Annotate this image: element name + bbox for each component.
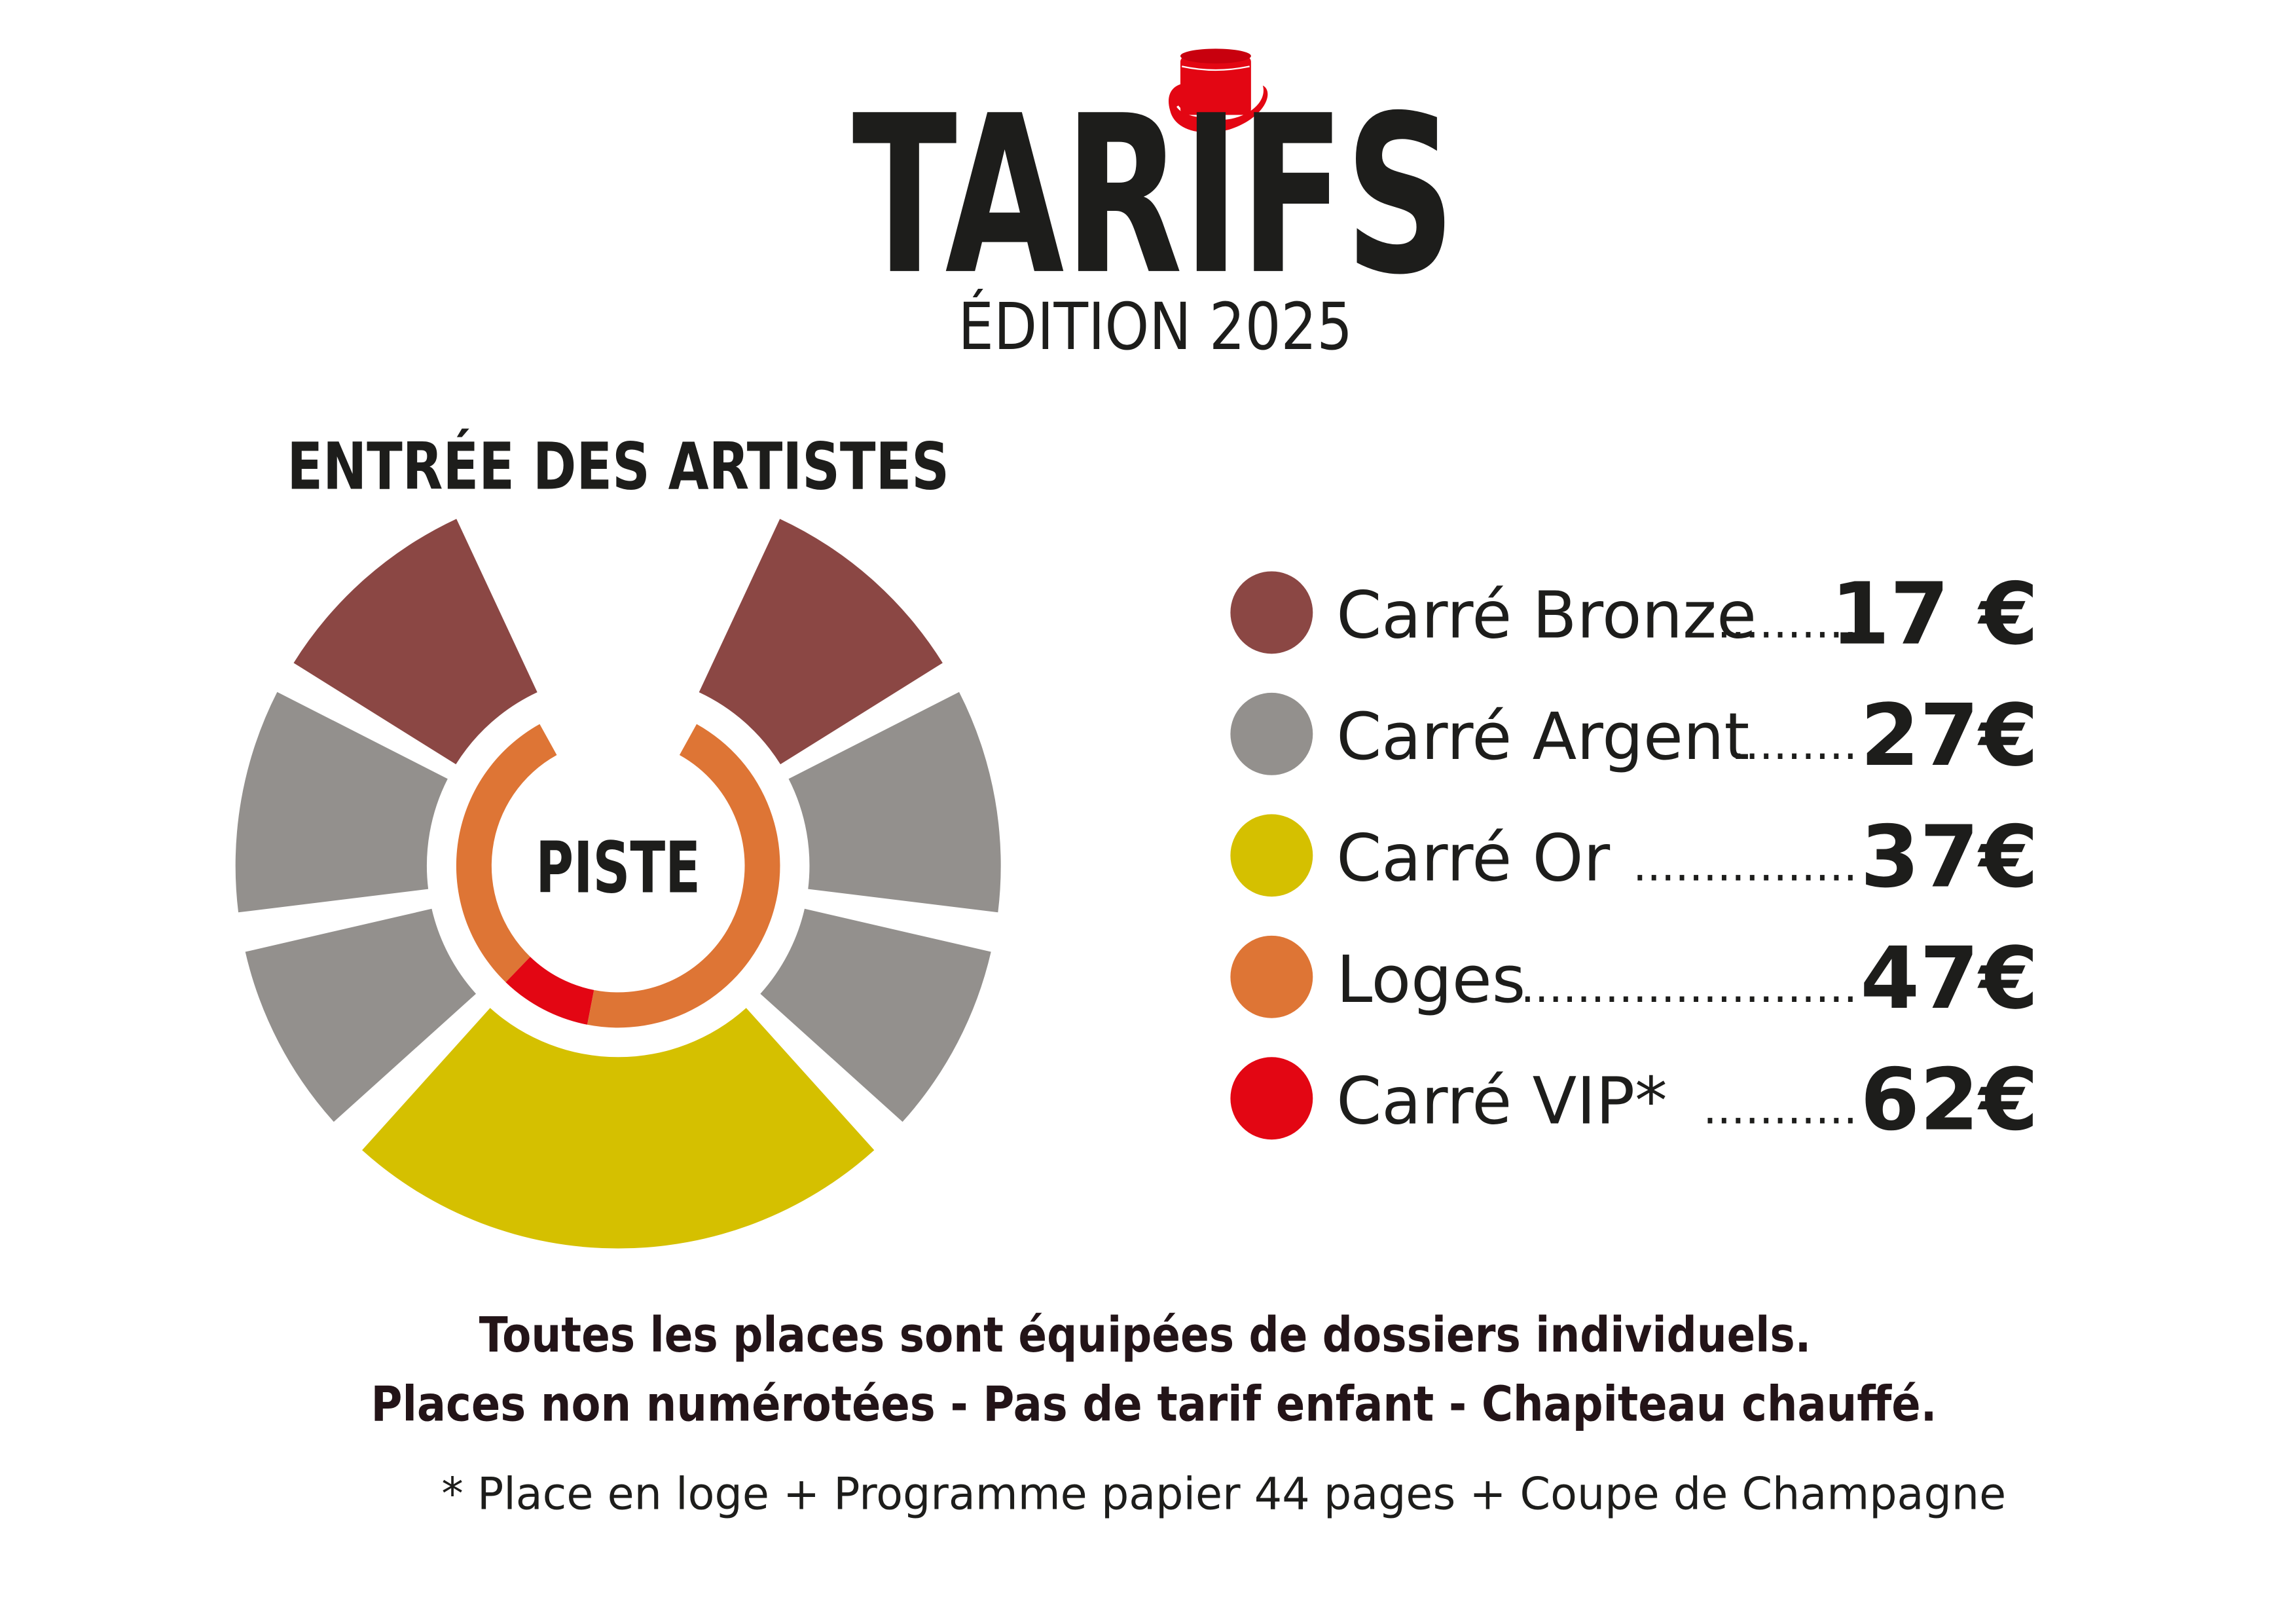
legend-item: Carré Or................ 37€ <box>1230 807 2039 907</box>
legend-label: Carré Or <box>1336 821 1610 896</box>
edition-subtitle: ÉDITION 2025 <box>958 288 1352 365</box>
legend-swatch <box>1230 1057 1313 1140</box>
legend-item: Loges........................ 47€ <box>1230 929 2039 1028</box>
loges-ring-left <box>456 724 557 982</box>
footer-line-1: Toutes les places sont équipées de dossi… <box>479 1307 1812 1363</box>
gold-zone <box>362 1008 875 1249</box>
silver-zone-upper-left <box>235 692 448 913</box>
price-legend: Carré Bronze..........17 € Carré Argent..… <box>1230 564 2039 1149</box>
legend-leader-dots: .......... <box>1717 597 1857 648</box>
legend-leader-dots: ......... <box>1731 718 1857 769</box>
legend-price: 27€ <box>1860 686 2038 785</box>
legend-label: Carré Argent <box>1336 699 1749 775</box>
legend-price: 47€ <box>1860 929 2038 1028</box>
loges-ring-right <box>587 724 780 1028</box>
silver-zone-upper-right <box>788 692 1001 913</box>
legend-item: Carré Argent......... 27€ <box>1230 686 2039 785</box>
legend-swatch <box>1230 814 1313 897</box>
footer-note: * Place en loge + Programme papier 44 pa… <box>441 1467 2006 1519</box>
top-hat-logo <box>1169 48 1268 133</box>
silver-zone-lower-right <box>760 908 991 1122</box>
page-title: TARIFS <box>852 69 1456 323</box>
silver-zone-lower-left <box>245 908 477 1122</box>
legend-item: Carré VIP*........... 62€ <box>1230 1050 2039 1149</box>
footer-line-2: Places non numérotées - Pas de tarif enf… <box>371 1376 1937 1433</box>
legend-price: 37€ <box>1860 807 2038 907</box>
legend-price: 17 € <box>1831 564 2039 664</box>
bronze-zone-right <box>699 519 943 765</box>
seating-plan <box>235 519 1001 1249</box>
legend-swatch <box>1230 935 1313 1018</box>
legend-label: Carré Bronze <box>1336 578 1757 654</box>
vip-zone <box>505 957 594 1025</box>
bronze-zone-left <box>293 519 538 765</box>
legend-swatch <box>1230 571 1313 654</box>
legend-leader-dots: ........... <box>1703 1082 1857 1134</box>
legend-leader-dots: ................ <box>1633 840 1857 891</box>
entrance-label: ENTRÉE DES ARTISTES <box>287 428 949 505</box>
legend-label: Loges <box>1336 942 1525 1018</box>
legend-leader-dots: ........................ <box>1521 961 1857 1012</box>
legend-swatch <box>1230 692 1313 775</box>
legend-label: Carré VIP* <box>1336 1063 1667 1139</box>
legend-item: Carré Bronze..........17 € <box>1230 564 2039 664</box>
piste-label: PISTE <box>536 828 701 910</box>
legend-price: 62€ <box>1860 1050 2038 1149</box>
